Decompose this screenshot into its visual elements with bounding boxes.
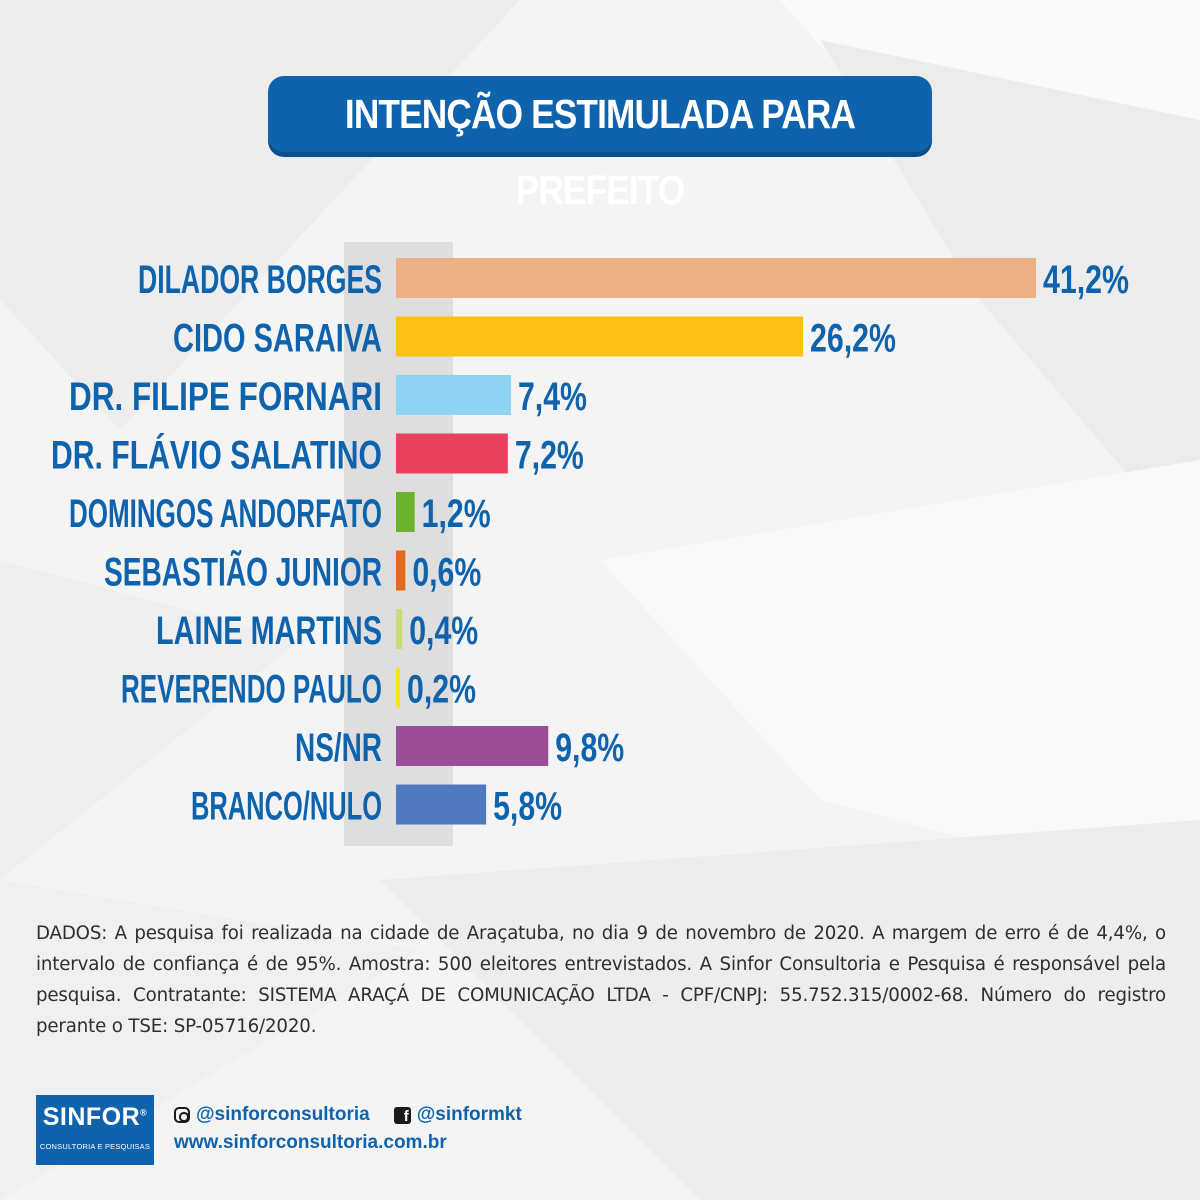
title-banner: INTENÇÃO ESTIMULADA PARA PREFEITO bbox=[268, 76, 932, 213]
logo-name: SINFOR® bbox=[36, 1103, 154, 1132]
category-label: NS/NR bbox=[295, 726, 382, 770]
instagram-handle[interactable]: @sinforconsultoria bbox=[196, 1104, 370, 1125]
website-link[interactable]: www.sinforconsultoria.com.br bbox=[174, 1132, 447, 1153]
value-label: 0,2% bbox=[407, 668, 476, 712]
value-label: 5,8% bbox=[493, 785, 562, 829]
facebook-icon: f bbox=[393, 1106, 411, 1124]
sinfor-logo: SINFOR® CONSULTORIA E PESQUISAS bbox=[36, 1095, 154, 1165]
category-label: SEBASTIÃO JUNIOR bbox=[104, 549, 382, 595]
bar bbox=[396, 550, 406, 591]
value-label: 9,8% bbox=[555, 726, 624, 770]
value-label: 41,2% bbox=[1043, 258, 1129, 302]
bar bbox=[396, 492, 415, 532]
value-label: 0,6% bbox=[412, 551, 481, 595]
survey-disclaimer: DADOS: A pesquisa foi realizada na cidad… bbox=[36, 923, 1166, 1037]
bar bbox=[396, 667, 400, 708]
category-label: DR. FLÁVIO SALATINO bbox=[51, 433, 382, 478]
instagram-icon bbox=[174, 1107, 190, 1123]
value-label: 0,4% bbox=[409, 609, 478, 653]
bar-chart: DILADOR BORGES 41,2% CIDO SARAIVA 26,2% DR. … bbox=[51, 242, 1129, 846]
logo-subtitle: CONSULTORIA E PESQUISAS bbox=[39, 1142, 151, 1151]
value-label: 7,4% bbox=[518, 375, 587, 419]
bar bbox=[396, 375, 511, 415]
bar bbox=[396, 609, 403, 649]
logo-name-text: SINFOR bbox=[42, 1103, 141, 1131]
category-label: CIDO SARAIVA bbox=[173, 317, 382, 361]
category-label: LAINE MARTINS bbox=[156, 609, 382, 653]
bar bbox=[396, 784, 487, 825]
title-box bbox=[268, 76, 932, 152]
bar bbox=[396, 316, 803, 357]
category-label: DOMINGOS ANDORFATO bbox=[69, 492, 382, 536]
facebook-handle[interactable]: @sinformkt bbox=[416, 1104, 522, 1125]
value-label: 26,2% bbox=[810, 317, 896, 361]
category-label: DILADOR BORGES bbox=[138, 258, 382, 302]
category-label: REVERENDO PAULO bbox=[121, 668, 382, 712]
category-label: DR. FILIPE FORNARI bbox=[69, 375, 382, 419]
category-label: BRANCO/NULO bbox=[191, 785, 382, 829]
bar bbox=[396, 433, 508, 474]
chart-title: INTENÇÃO ESTIMULADA PARA PREFEITO bbox=[344, 91, 856, 213]
social-links: @sinforconsultoria f @sinformkt bbox=[174, 1102, 522, 1128]
value-label: 7,2% bbox=[515, 434, 584, 478]
logo-registered-mark: ® bbox=[140, 1107, 148, 1118]
bar bbox=[396, 258, 1036, 298]
bar bbox=[396, 726, 549, 766]
value-label: 1,2% bbox=[422, 492, 491, 536]
